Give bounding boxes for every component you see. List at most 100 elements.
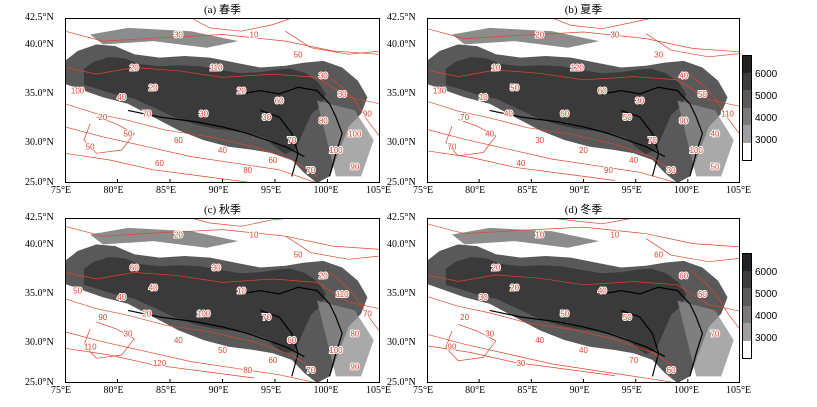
x-tick-label: 100°E bbox=[673, 185, 699, 196]
svg-text:40: 40 bbox=[218, 146, 227, 155]
svg-text:50: 50 bbox=[86, 143, 95, 152]
boundary-line bbox=[127, 109, 305, 158]
svg-text:60: 60 bbox=[130, 264, 139, 273]
isoline bbox=[285, 235, 381, 260]
isoline bbox=[83, 321, 135, 359]
contour-label: 30 bbox=[318, 71, 329, 82]
x-tick-label: 80°E bbox=[465, 385, 486, 396]
contour-label: 60 bbox=[154, 158, 165, 169]
svg-text:80: 80 bbox=[243, 166, 252, 175]
colorbar-label: 5000 bbox=[755, 91, 778, 102]
contour-label: 40 bbox=[173, 335, 184, 346]
contour-label: 80 bbox=[242, 365, 253, 376]
panel-title: (b) 夏季 bbox=[564, 4, 603, 16]
svg-text:50: 50 bbox=[73, 287, 82, 296]
contour-label: 20 bbox=[148, 82, 159, 93]
svg-text:20: 20 bbox=[142, 310, 151, 319]
svg-text:50: 50 bbox=[711, 163, 720, 172]
svg-text:20: 20 bbox=[491, 264, 500, 273]
svg-text:20: 20 bbox=[98, 113, 107, 122]
contour-label: 50 bbox=[72, 286, 83, 297]
y-tick-label: 42.5°N bbox=[25, 212, 54, 223]
svg-text:50: 50 bbox=[294, 50, 303, 59]
svg-text:110: 110 bbox=[210, 64, 223, 73]
svg-text:10: 10 bbox=[250, 31, 259, 40]
svg-text:100: 100 bbox=[348, 130, 362, 139]
eastern-foothills bbox=[677, 100, 734, 177]
x-tick-label: 105°E bbox=[726, 185, 752, 196]
panel-a: (a) 春季 10 20 30 40 50 20 30 20 30 30 50 60 40 60 70 100… bbox=[64, 4, 381, 184]
svg-text:90: 90 bbox=[350, 163, 359, 172]
contour-label: 50 bbox=[697, 89, 708, 100]
isoline bbox=[64, 126, 318, 184]
y-tick-label: 40.0°N bbox=[25, 39, 54, 51]
svg-text:40: 40 bbox=[149, 283, 158, 292]
contour-label: 10 bbox=[249, 30, 260, 41]
svg-text:50: 50 bbox=[218, 346, 227, 355]
contour-label: 30 bbox=[484, 329, 495, 340]
contour-label: 20 bbox=[534, 30, 545, 41]
contour-label: 80 bbox=[349, 329, 360, 340]
isoline bbox=[552, 17, 653, 30]
northern-terrain bbox=[452, 227, 600, 248]
contour-label: 50 bbox=[85, 142, 96, 153]
contour-label: 40 bbox=[597, 286, 608, 297]
svg-text:110: 110 bbox=[721, 110, 734, 119]
boundary-line bbox=[620, 109, 660, 177]
isoline bbox=[426, 69, 741, 107]
isoline bbox=[64, 67, 381, 105]
svg-text:50: 50 bbox=[560, 310, 569, 319]
contour-label: 50 bbox=[293, 249, 304, 260]
map-d: 10 20 10 30 60 40 60 20 50 60 30 40 40 70 60 70 20 50 90 30 bbox=[426, 217, 741, 384]
panel-title: (c) 秋季 bbox=[204, 204, 241, 216]
svg-text:30: 30 bbox=[610, 31, 619, 40]
svg-text:130: 130 bbox=[433, 87, 447, 96]
y-tick-label: 35.0°N bbox=[25, 88, 54, 100]
svg-text:70: 70 bbox=[448, 143, 457, 152]
contour-label: 40 bbox=[484, 129, 495, 140]
svg-text:50: 50 bbox=[510, 83, 519, 92]
isoline bbox=[426, 223, 741, 248]
y-tick-label: 25.0°N bbox=[387, 377, 416, 388]
contour-label: 50 bbox=[559, 309, 570, 320]
contour-label: 90 bbox=[349, 362, 360, 373]
panel-b: (b) 夏季 30 10 20 10 30 60 40 50 50 50 40 30 20 40 30 40 7… bbox=[426, 4, 741, 184]
colorbar-label: 6000 bbox=[755, 267, 778, 278]
contour-label: 40 bbox=[578, 345, 589, 356]
y-tick-label: 40.0°N bbox=[387, 239, 416, 251]
svg-text:20: 20 bbox=[319, 272, 328, 281]
contour-label: 40 bbox=[116, 92, 127, 103]
contour-label: 30 bbox=[634, 96, 645, 107]
svg-text:50: 50 bbox=[294, 250, 303, 259]
x-tick-label: 100°E bbox=[673, 385, 699, 396]
svg-text:70: 70 bbox=[629, 356, 638, 365]
svg-text:30: 30 bbox=[535, 136, 544, 145]
contour-label: 90 bbox=[678, 115, 689, 126]
svg-text:70: 70 bbox=[711, 330, 720, 339]
contour-label: 120 bbox=[152, 358, 168, 369]
isoline bbox=[64, 331, 318, 384]
contour-label: 30 bbox=[653, 49, 664, 60]
svg-text:20: 20 bbox=[237, 87, 246, 96]
isoline bbox=[64, 30, 381, 55]
contour-label: 100 bbox=[689, 145, 705, 156]
contour-label: 30 bbox=[198, 109, 209, 120]
isoline bbox=[445, 324, 497, 362]
eastern-foothills bbox=[317, 300, 374, 377]
contour-label: 10 bbox=[609, 230, 620, 241]
contour-label: 60 bbox=[286, 335, 297, 346]
contour-label: 60 bbox=[559, 109, 570, 120]
svg-text:60: 60 bbox=[654, 250, 663, 259]
colorbar-segment bbox=[742, 142, 752, 161]
colorbar-label: 3000 bbox=[755, 333, 778, 344]
contour-label: 20 bbox=[509, 282, 520, 293]
y-tick-label: 42.5°N bbox=[387, 212, 416, 223]
boundary-line bbox=[241, 86, 343, 177]
contour-label: 30 bbox=[173, 30, 184, 41]
svg-text:40: 40 bbox=[485, 130, 494, 139]
contour-label: 70 bbox=[305, 365, 316, 376]
x-tick-label: 80°E bbox=[103, 185, 124, 196]
y-tick-label: 30.0°N bbox=[387, 137, 416, 149]
boundary-line bbox=[260, 309, 299, 377]
contour-label: 110 bbox=[335, 289, 350, 300]
